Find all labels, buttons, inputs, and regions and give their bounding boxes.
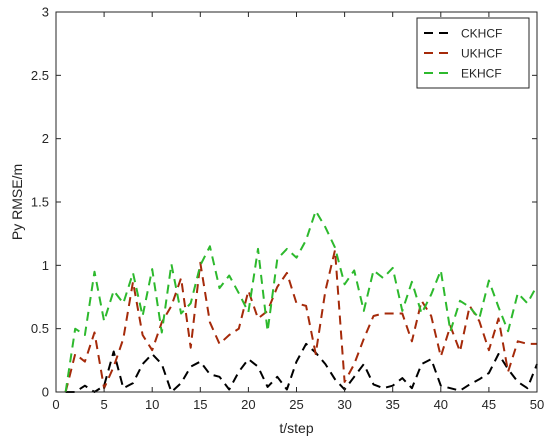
x-tick-label: 40	[434, 397, 448, 412]
x-tick-label: 0	[52, 397, 59, 412]
axis-ticks: 0 5 10 15 20 25 30 35 40 45 50 0 0.5 1 1.5 2 2.5 3	[31, 5, 544, 413]
series-layer	[64, 209, 538, 393]
x-tick-label: 15	[193, 397, 207, 412]
x-tick-label: 50	[530, 397, 544, 412]
x-axis-label: t/step	[279, 420, 313, 436]
x-tick-label: 10	[145, 397, 159, 412]
y-tick-label: 3	[42, 5, 49, 20]
x-tick-label: 45	[482, 397, 496, 412]
y-tick-label: 0	[42, 385, 49, 400]
series-line-ekhcf	[64, 209, 538, 393]
x-tick-label: 35	[385, 397, 399, 412]
y-tick-label: 1.5	[31, 195, 49, 210]
legend-label-ckhcf: CKHCF	[461, 27, 502, 41]
series-line-ukhcf	[64, 249, 537, 393]
x-tick-label: 20	[241, 397, 255, 412]
y-tick-label: 1	[42, 258, 49, 273]
legend-box	[416, 17, 530, 89]
y-axis-label: Py RMSE/m	[9, 164, 25, 240]
series-line-ckhcf	[65, 342, 538, 393]
y-tick-label: 2	[42, 131, 49, 146]
x-tick-label: 5	[100, 397, 107, 412]
x-tick-label: 25	[289, 397, 303, 412]
y-tick-label: 2.5	[31, 68, 49, 83]
legend: CKHCF UKHCF EKHCF	[416, 17, 530, 89]
x-tick-label: 30	[337, 397, 351, 412]
legend-label-ekhcf: EKHCF	[461, 67, 502, 81]
y-tick-label: 0.5	[31, 321, 49, 336]
legend-label-ukhcf: UKHCF	[461, 47, 502, 61]
